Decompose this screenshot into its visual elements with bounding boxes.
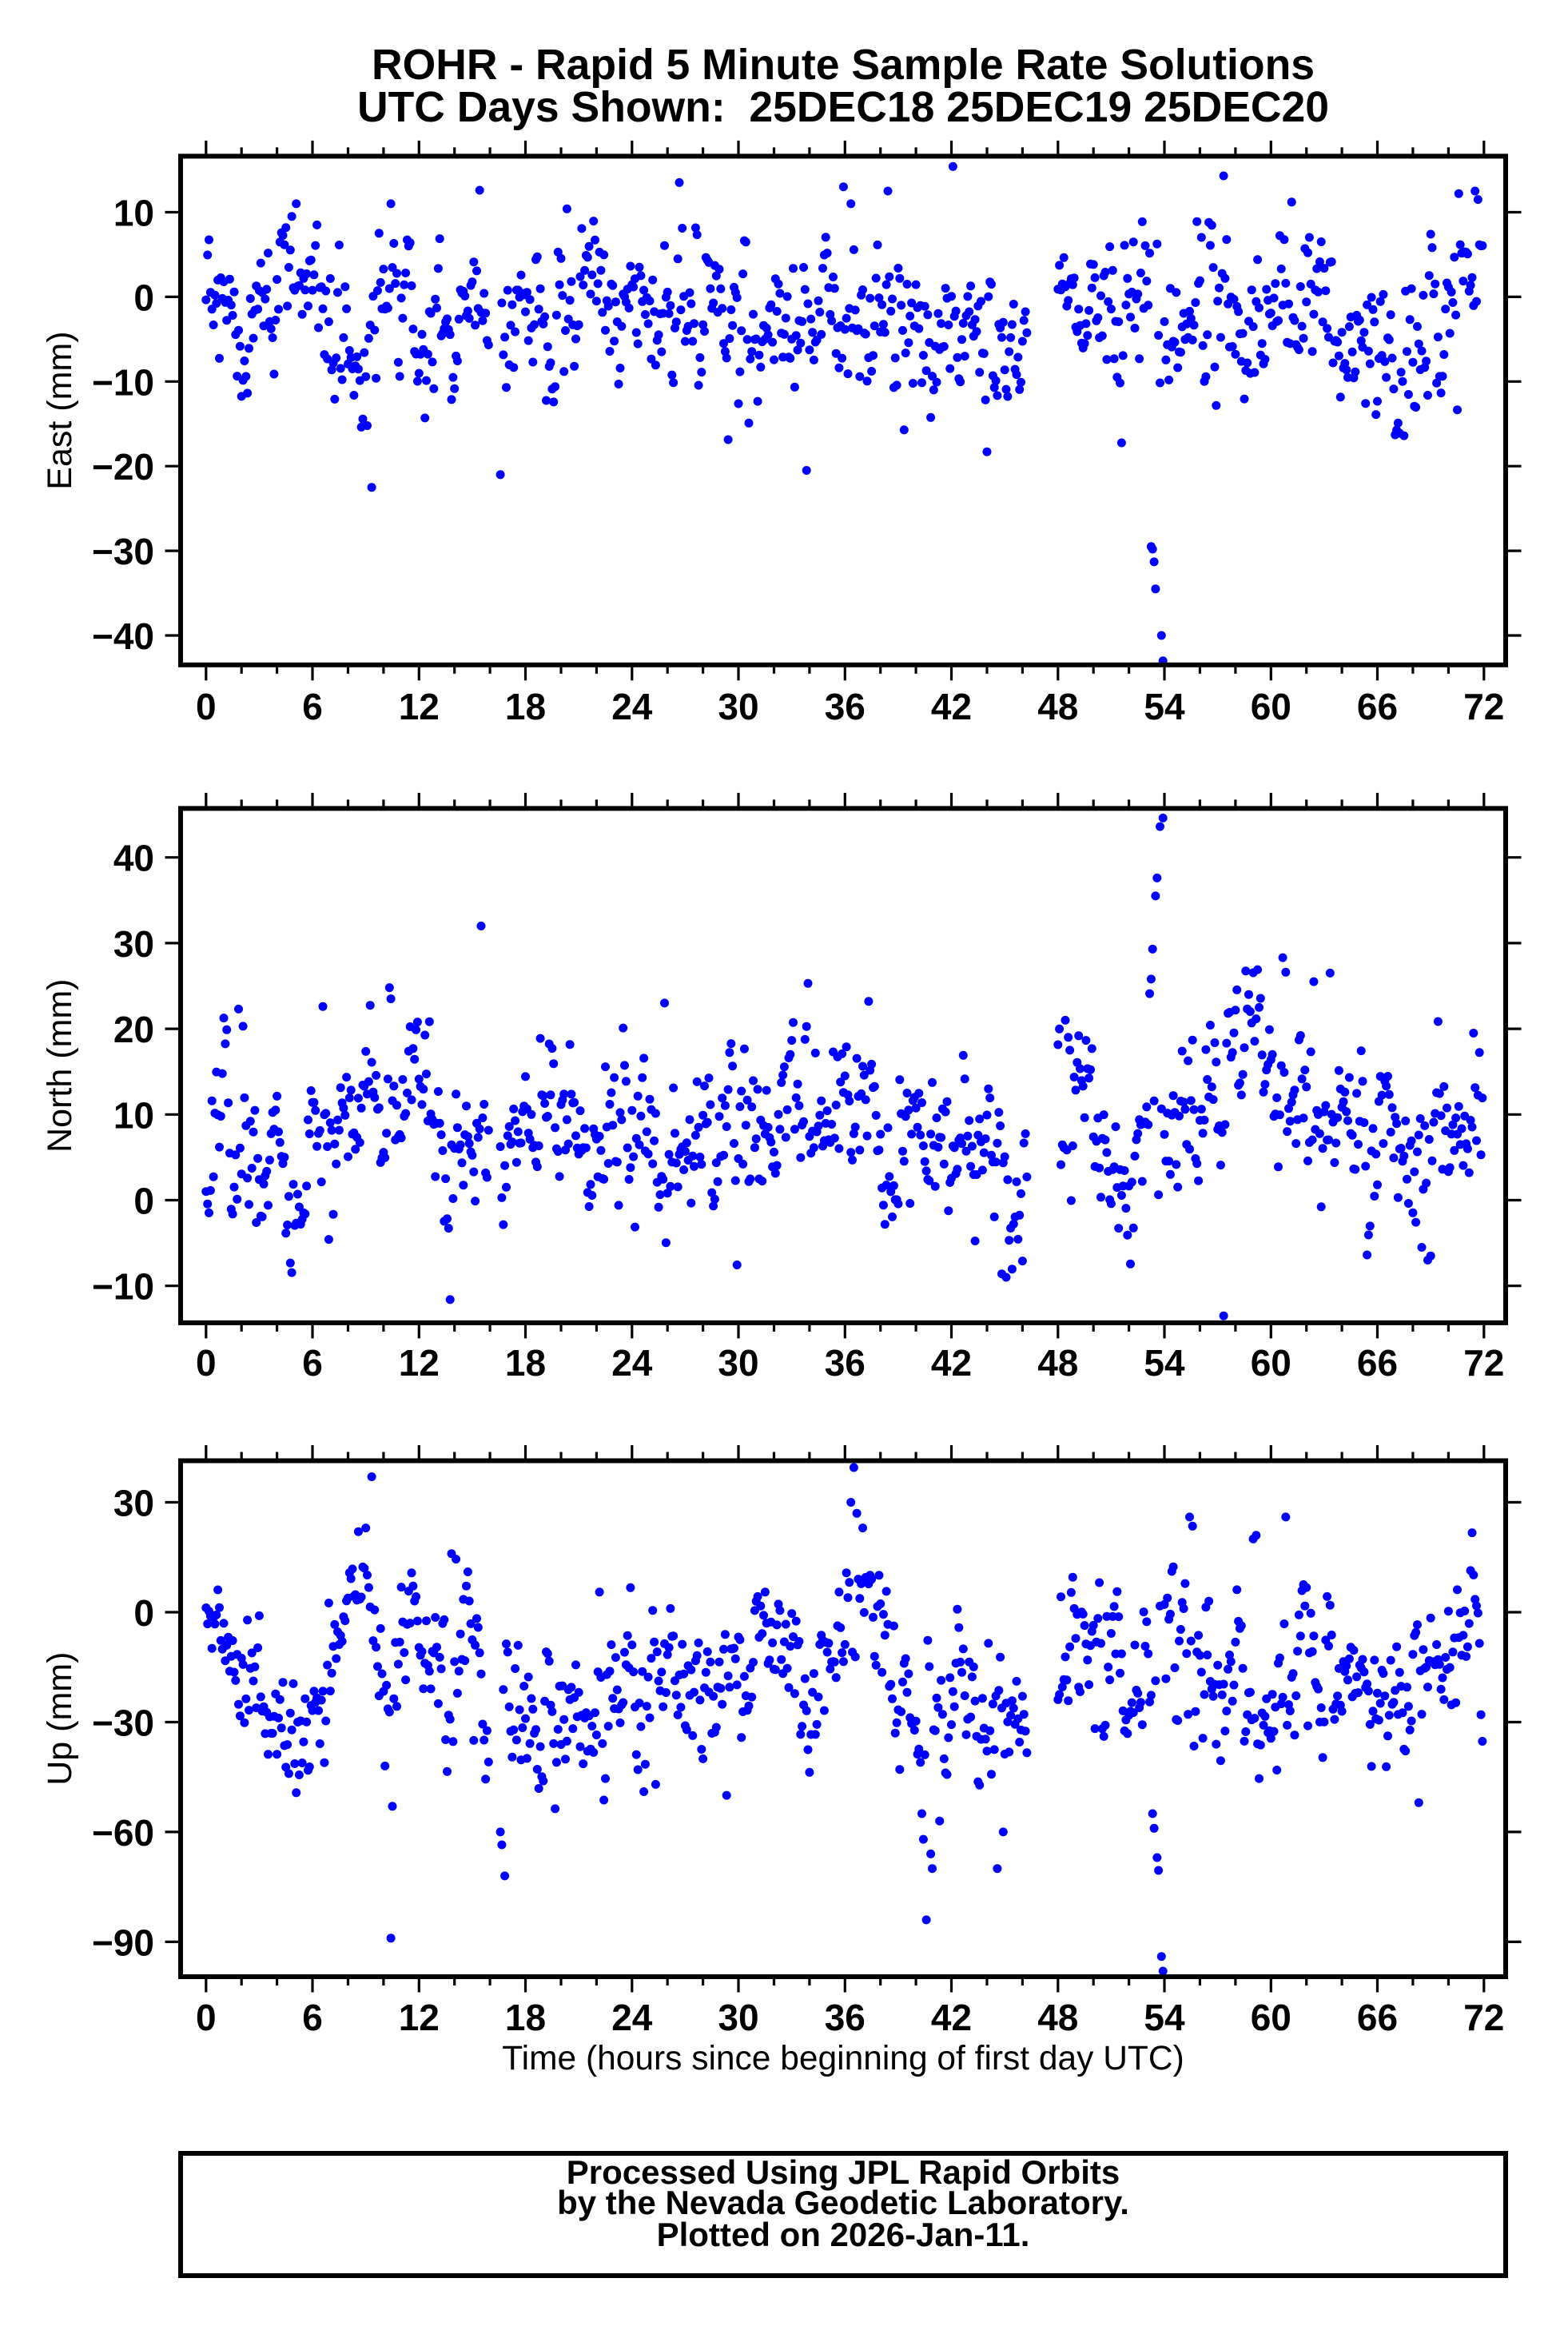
svg-text:42: 42 bbox=[931, 686, 972, 727]
svg-text:6: 6 bbox=[302, 686, 323, 727]
svg-text:54: 54 bbox=[1144, 686, 1185, 727]
svg-text:36: 36 bbox=[825, 1342, 866, 1384]
svg-text:0: 0 bbox=[133, 1592, 154, 1634]
svg-text:ROHR - Rapid 5 Minute Sample R: ROHR - Rapid 5 Minute Sample Rate Soluti… bbox=[372, 42, 1315, 89]
svg-text:−30: −30 bbox=[92, 531, 154, 572]
svg-text:−10: −10 bbox=[92, 1266, 154, 1308]
svg-text:Time (hours since beginning of: Time (hours since beginning of first day… bbox=[502, 2040, 1184, 2077]
svg-text:East (mm): East (mm) bbox=[41, 331, 79, 489]
svg-text:10: 10 bbox=[113, 1094, 154, 1136]
svg-text:30: 30 bbox=[113, 923, 154, 965]
svg-text:10: 10 bbox=[113, 193, 154, 234]
svg-text:66: 66 bbox=[1357, 1997, 1398, 2038]
svg-text:0: 0 bbox=[196, 1997, 217, 2038]
svg-text:Plotted on 2026-Jan-11.: Plotted on 2026-Jan-11. bbox=[657, 2216, 1030, 2253]
svg-text:20: 20 bbox=[113, 1009, 154, 1050]
svg-text:−90: −90 bbox=[92, 1922, 154, 1963]
svg-text:Processed Using JPL Rapid Orbi: Processed Using JPL Rapid Orbits bbox=[567, 2153, 1120, 2191]
svg-text:−60: −60 bbox=[92, 1812, 154, 1854]
svg-text:−40: −40 bbox=[92, 615, 154, 657]
svg-text:North (mm): North (mm) bbox=[41, 979, 79, 1153]
svg-text:48: 48 bbox=[1037, 1997, 1078, 2038]
svg-text:30: 30 bbox=[718, 686, 758, 727]
svg-text:48: 48 bbox=[1037, 686, 1078, 727]
svg-text:72: 72 bbox=[1463, 686, 1504, 727]
svg-text:42: 42 bbox=[931, 1342, 972, 1384]
svg-text:30: 30 bbox=[718, 1997, 758, 2038]
svg-text:72: 72 bbox=[1463, 1342, 1504, 1384]
svg-text:24: 24 bbox=[611, 1342, 653, 1384]
svg-text:54: 54 bbox=[1144, 1997, 1185, 2038]
svg-text:54: 54 bbox=[1144, 1342, 1185, 1384]
svg-text:−10: −10 bbox=[92, 361, 154, 403]
svg-text:36: 36 bbox=[825, 686, 866, 727]
svg-text:0: 0 bbox=[133, 1181, 154, 1222]
svg-text:18: 18 bbox=[505, 686, 546, 727]
svg-text:6: 6 bbox=[302, 1342, 323, 1384]
svg-text:0: 0 bbox=[196, 1342, 217, 1384]
svg-text:72: 72 bbox=[1463, 1997, 1504, 2038]
svg-text:66: 66 bbox=[1357, 1342, 1398, 1384]
svg-text:−30: −30 bbox=[92, 1703, 154, 1744]
svg-text:18: 18 bbox=[505, 1342, 546, 1384]
svg-text:36: 36 bbox=[825, 1997, 866, 2038]
svg-text:Up (mm): Up (mm) bbox=[41, 1652, 79, 1786]
svg-text:42: 42 bbox=[931, 1997, 972, 2038]
svg-text:0: 0 bbox=[196, 686, 217, 727]
svg-text:18: 18 bbox=[505, 1997, 546, 2038]
svg-text:−20: −20 bbox=[92, 446, 154, 488]
svg-text:by the Nevada Geodetic Laborat: by the Nevada Geodetic Laboratory. bbox=[557, 2184, 1129, 2221]
svg-text:6: 6 bbox=[302, 1997, 323, 2038]
svg-text:24: 24 bbox=[611, 1997, 653, 2038]
svg-text:12: 12 bbox=[399, 1342, 440, 1384]
svg-text:0: 0 bbox=[133, 277, 154, 318]
svg-text:60: 60 bbox=[1251, 1342, 1291, 1384]
svg-text:12: 12 bbox=[399, 686, 440, 727]
svg-text:66: 66 bbox=[1357, 686, 1398, 727]
svg-text:60: 60 bbox=[1251, 1997, 1291, 2038]
svg-text:60: 60 bbox=[1251, 686, 1291, 727]
svg-text:UTC Days Shown: 25DEC18 25DEC: UTC Days Shown: 25DEC18 25DEC19 25DEC20 bbox=[357, 84, 1329, 131]
svg-text:40: 40 bbox=[113, 838, 154, 879]
svg-text:30: 30 bbox=[718, 1342, 758, 1384]
svg-text:30: 30 bbox=[113, 1483, 154, 1524]
svg-text:12: 12 bbox=[399, 1997, 440, 2038]
svg-text:24: 24 bbox=[611, 686, 653, 727]
svg-text:48: 48 bbox=[1037, 1342, 1078, 1384]
